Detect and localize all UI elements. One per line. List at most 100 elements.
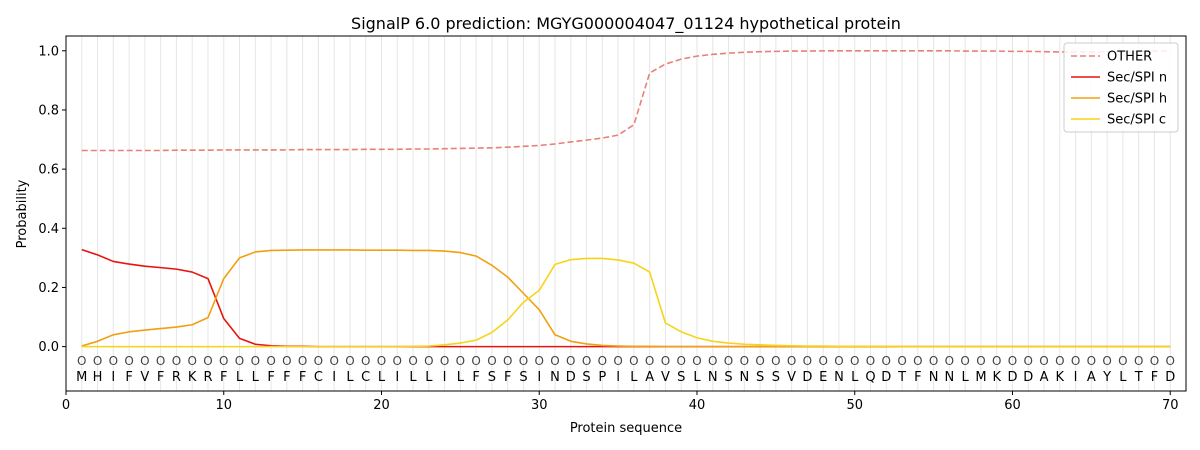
residue-label: F: [267, 370, 274, 385]
residue-label: L: [962, 370, 970, 385]
legend-entry-3: Sec/SPI c: [1107, 113, 1166, 128]
predicted-label: O: [282, 354, 291, 368]
residue-label: F: [472, 370, 479, 385]
predicted-label: O: [235, 354, 244, 368]
predicted-label: O: [519, 354, 528, 368]
x-axis-ticks: 0 10 20 30 40 50 60 70: [62, 391, 1179, 413]
residue-label: N: [708, 370, 718, 385]
residue-label: H: [93, 370, 103, 385]
residue-label: T: [897, 370, 906, 385]
y-tick-label: 0.4: [38, 222, 59, 237]
residue-label: E: [819, 370, 827, 385]
residue-label: K: [1056, 370, 1065, 385]
residue-label: F: [914, 370, 921, 385]
residue-label: S: [724, 370, 732, 385]
predicted-label: O: [456, 354, 465, 368]
y-tick-label: 0.8: [38, 103, 59, 118]
residue-label: S: [772, 370, 780, 385]
residue-label: Q: [865, 370, 875, 385]
residue-label: D: [1023, 370, 1033, 385]
predicted-label: O: [393, 354, 402, 368]
y-tick-label: 0.0: [38, 340, 59, 355]
predicted-label: O: [77, 354, 86, 368]
series-layer: [81, 49, 1171, 348]
predicted-label: O: [1118, 354, 1127, 368]
predicted-label: O: [613, 354, 622, 368]
y-axis-title: Probability: [15, 179, 30, 248]
predicted-label: O: [582, 354, 591, 368]
legend-box: [1063, 42, 1179, 133]
residue-label: M: [975, 370, 986, 385]
predicted-label: O: [329, 354, 338, 368]
residue-label: N: [739, 370, 749, 385]
residue-grid: [81, 36, 1171, 391]
predicted-label: O: [976, 354, 985, 368]
predicted-label: O: [471, 354, 480, 368]
predicted-label: O: [251, 354, 260, 368]
predicted-label: O: [377, 354, 386, 368]
predicted-label: O: [803, 354, 812, 368]
x-tick-label: 70: [1162, 398, 1179, 413]
residue-label: P: [598, 370, 606, 385]
predicted-label: O: [1087, 354, 1096, 368]
predicted-label: O: [771, 354, 780, 368]
residue-label: S: [582, 370, 590, 385]
residue-label: F: [157, 370, 164, 385]
predicted-label: O: [140, 354, 149, 368]
predicted-label: O: [1008, 354, 1017, 368]
x-tick-label: 50: [846, 398, 863, 413]
predicted-label: O: [992, 354, 1001, 368]
residue-label: L: [378, 370, 386, 385]
predicted-label: O: [345, 354, 354, 368]
residue-label: A: [1040, 370, 1049, 385]
predicted-label: O: [187, 354, 196, 368]
residue-label: L: [693, 370, 701, 385]
predicted-label: O: [755, 354, 764, 368]
x-tick-label: 0: [62, 398, 70, 413]
residue-label: L: [425, 370, 433, 385]
predicted-label: O: [298, 354, 307, 368]
predicted-label: O: [1039, 354, 1048, 368]
residue-label: D: [881, 370, 891, 385]
residue-label: C: [361, 370, 370, 385]
predicted-label: O: [566, 354, 575, 368]
predicted-label: O: [645, 354, 654, 368]
predicted-label: O: [109, 354, 118, 368]
plot-frame: [65, 35, 1187, 392]
residue-label: M: [76, 370, 87, 385]
residue-label: L: [409, 370, 417, 385]
x-tick-label: 10: [215, 398, 232, 413]
predicted-label: O: [661, 354, 670, 368]
residue-label: L: [236, 370, 244, 385]
residue-label: N: [929, 370, 939, 385]
residue-label: F: [1151, 370, 1158, 385]
predicted-label: O: [1150, 354, 1159, 368]
residue-label: Y: [1102, 370, 1111, 385]
x-tick-label: 20: [373, 398, 390, 413]
residue-label: L: [851, 370, 859, 385]
predicted-label: O: [487, 354, 496, 368]
predicted-label: O: [93, 354, 102, 368]
legend-entry-1: Sec/SPI n: [1107, 71, 1167, 86]
series-line-0: [81, 49, 1171, 152]
residue-label: N: [834, 370, 844, 385]
predicted-label: O: [740, 354, 749, 368]
residue-label: F: [504, 370, 511, 385]
residue-label: V: [787, 370, 796, 385]
predicted-label: O: [787, 354, 796, 368]
chart-title: SignalP 6.0 prediction: MGYG000004047_01…: [351, 14, 901, 34]
residue-label: L: [457, 370, 465, 385]
predicted-label: O: [550, 354, 559, 368]
predicted-label: O: [361, 354, 370, 368]
legend-entry-0: OTHER: [1107, 50, 1152, 65]
residue-label: D: [1165, 370, 1175, 385]
residue-label: C: [314, 370, 323, 385]
residue-label: D: [802, 370, 812, 385]
predicted-label: O: [1165, 354, 1174, 368]
predicted-label: O: [424, 354, 433, 368]
residue-label: F: [299, 370, 306, 385]
residue-label: I: [537, 370, 541, 385]
residue-label: T: [1134, 370, 1143, 385]
legend-entry-2: Sec/SPI h: [1107, 92, 1167, 107]
